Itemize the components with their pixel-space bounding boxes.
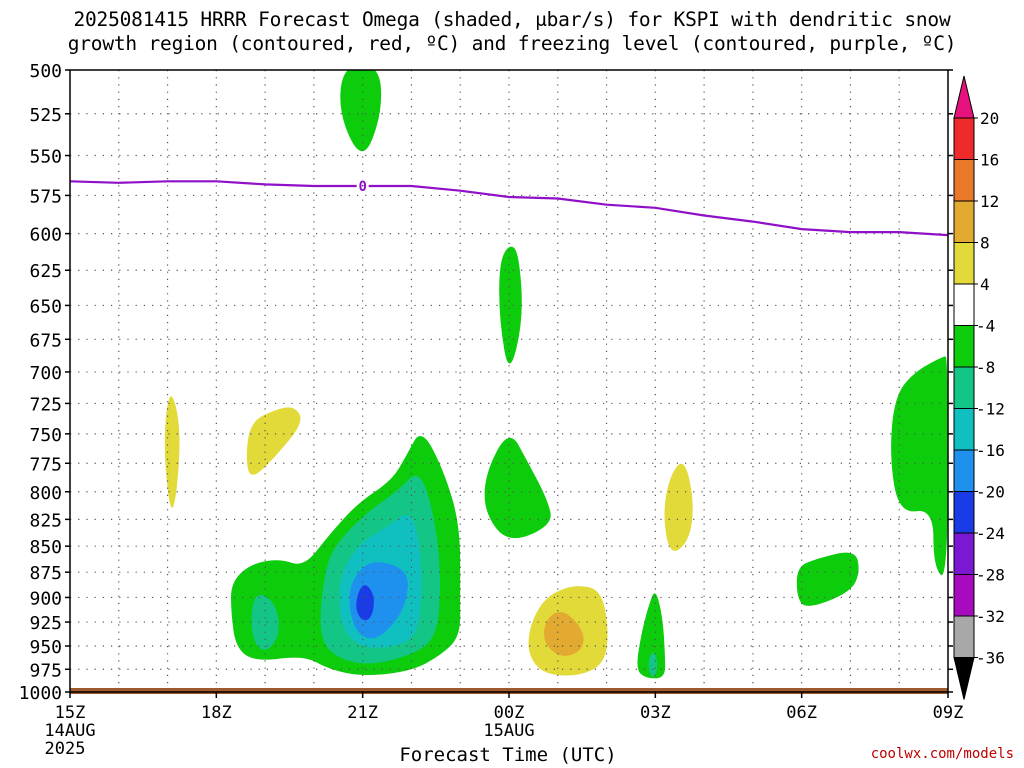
y-tick-label: 700 xyxy=(29,363,62,384)
x-tick-label: 15Z xyxy=(55,703,86,723)
colorbar-top-arrow xyxy=(953,75,975,119)
y-tick-label: 550 xyxy=(29,147,62,168)
colorbar-bin-12 xyxy=(953,574,975,617)
colorbar-bin-10 xyxy=(953,491,975,534)
omega-region-17 xyxy=(648,652,658,677)
colorbar-label: 16 xyxy=(980,151,999,170)
y-tick-label: 1000 xyxy=(19,683,62,704)
omega-region-16 xyxy=(637,593,666,679)
omega-region-15 xyxy=(544,611,584,656)
y-tick-label: 675 xyxy=(29,330,62,351)
colorbar-bin-3 xyxy=(953,200,975,243)
colorbar-label: 4 xyxy=(980,275,990,294)
ground-strip xyxy=(70,688,948,694)
y-tick-label: 500 xyxy=(29,61,62,82)
colorbar-bin-11 xyxy=(953,532,975,575)
colorbar-bin-8 xyxy=(953,408,975,451)
omega-region-0 xyxy=(340,70,382,152)
colorbar-bin-6 xyxy=(953,325,975,368)
y-tick-label: 750 xyxy=(29,425,62,446)
colorbar-bin-7 xyxy=(953,366,975,409)
freezing-label-bg xyxy=(356,178,369,195)
omega-region-13 xyxy=(356,585,374,621)
freezing-level-layer: 0 xyxy=(69,178,949,237)
colorbar-label: -28 xyxy=(976,566,1005,585)
x-tick-label: 09Z xyxy=(933,703,964,723)
colorbar-bin-13 xyxy=(953,615,975,658)
x-tick-year-label: 2025 xyxy=(45,739,86,759)
colorbar-bottom-arrow xyxy=(953,657,975,700)
y-tick-label: 525 xyxy=(29,105,62,126)
colorbar-label: -16 xyxy=(976,441,1005,460)
y-tick-label: 975 xyxy=(29,660,62,681)
x-tick-label: 21Z xyxy=(347,703,378,723)
freezing-level-label: 0 xyxy=(358,179,366,195)
y-tick-label: 800 xyxy=(29,483,62,504)
omega-region-9 xyxy=(251,594,279,650)
y-tick-label: 875 xyxy=(29,563,62,584)
x-tick-label: 06Z xyxy=(786,703,817,723)
colorbar-label: -32 xyxy=(976,607,1005,626)
colorbar-label: -12 xyxy=(976,400,1005,419)
freezing-level-line xyxy=(69,180,949,237)
omega-shaded-regions xyxy=(164,70,948,679)
colorbar-bin-5 xyxy=(953,283,975,326)
colorbar-label: -36 xyxy=(976,649,1005,668)
y-tick-label: 725 xyxy=(29,394,62,415)
y-tick-label: 775 xyxy=(29,454,62,475)
omega-region-7 xyxy=(796,552,859,606)
colorbar-label: -20 xyxy=(976,483,1005,502)
y-tick-label: 850 xyxy=(29,537,62,558)
colorbar-label: 8 xyxy=(980,234,990,253)
x-tick-label: 18Z xyxy=(201,703,232,723)
x-tick-date-label: 14AUG xyxy=(44,721,95,741)
y-tick-label: 625 xyxy=(29,261,62,282)
omega-region-5 xyxy=(484,437,551,539)
colorbar-label: -8 xyxy=(976,358,995,377)
omega-region-3 xyxy=(246,407,301,475)
omega-region-2 xyxy=(164,396,180,508)
ground-layer xyxy=(70,688,948,694)
y-tick-label: 650 xyxy=(29,296,62,317)
colorbar-label: -24 xyxy=(976,524,1005,543)
y-tick-label: 825 xyxy=(29,510,62,531)
colorbar-label: -4 xyxy=(976,317,995,336)
x-axis-title: Forecast Time (UTC) xyxy=(399,744,617,766)
chart-title-line-2: growth region (contoured, red, ºC) and f… xyxy=(67,32,957,55)
x-tick-date-label: 15AUG xyxy=(483,721,534,741)
colorbar-bin-1 xyxy=(953,117,975,160)
axes-layer: 500 525 550 575 600 625 650 675 700 725 750 775 800 8… xyxy=(19,61,964,759)
y-tick-label: 900 xyxy=(29,588,62,609)
omega-region-6 xyxy=(664,463,693,551)
colorbar: 20 16 12 8 4 -4 -8 -12 -16 -20 -24 -28 -32 -36 xyxy=(953,75,1005,700)
x-tick-label: 03Z xyxy=(640,703,671,723)
y-tick-label: 925 xyxy=(29,613,62,634)
colorbar-bin-4 xyxy=(953,242,975,285)
colorbar-label: 12 xyxy=(980,192,999,211)
colorbar-label: 20 xyxy=(980,109,999,128)
y-tick-label: 600 xyxy=(29,225,62,246)
y-tick-label: 950 xyxy=(29,637,62,658)
omega-region-4 xyxy=(891,356,948,576)
y-tick-label: 575 xyxy=(29,186,62,207)
omega-region-1 xyxy=(499,246,522,364)
chart-title-line-1: 2025081415 HRRR Forecast Omega (shaded, … xyxy=(73,8,951,31)
watermark: coolwx.com/models xyxy=(870,746,1014,762)
colorbar-bin-2 xyxy=(953,159,975,202)
x-tick-label: 00Z xyxy=(494,703,525,723)
colorbar-bin-9 xyxy=(953,449,975,492)
